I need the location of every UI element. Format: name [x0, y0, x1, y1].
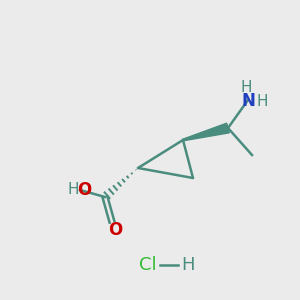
Text: H: H [240, 80, 252, 95]
Text: N: N [241, 92, 255, 110]
Text: H: H [67, 182, 79, 197]
Text: H: H [181, 256, 195, 274]
Text: Cl: Cl [139, 256, 157, 274]
Text: O: O [77, 181, 91, 199]
Polygon shape [183, 123, 229, 141]
Text: O: O [108, 221, 122, 239]
Text: H: H [256, 94, 268, 109]
